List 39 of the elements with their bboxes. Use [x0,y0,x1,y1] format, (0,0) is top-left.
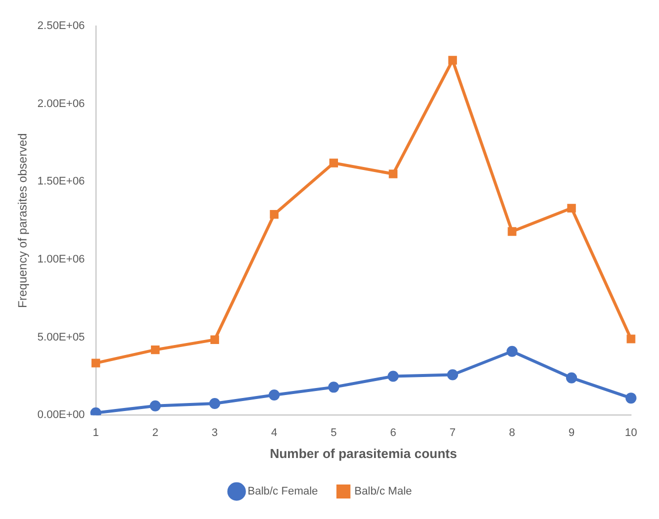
point [447,369,458,380]
x-tick-label: 2 [152,426,158,439]
x-tick-label: 3 [212,426,218,439]
point [388,170,398,178]
point [448,56,457,65]
point [567,204,576,212]
point [388,370,399,382]
point [329,158,338,168]
point [566,372,578,384]
x-tick-label: 5 [330,426,337,439]
y-axis-title: Frequency of parasites observed [16,133,30,308]
y-tick-label: 0.00E+00 [37,409,85,422]
point [268,389,280,400]
point [506,346,518,357]
point [150,400,161,412]
y-tick-label: 2.50E+06 [37,20,85,32]
y-tick-label: 5.00E+05 [37,331,85,344]
x-tick-label: 6 [390,426,396,439]
point [150,345,160,354]
x-tick-label: 1 [92,426,99,439]
y-tick-label: 2.00E+06 [37,98,85,110]
x-tick-label: 9 [568,426,575,439]
point [328,382,340,393]
x-tick-label: 4 [271,426,278,439]
y-tick-label: 1.50E+06 [37,176,85,188]
point [270,210,279,219]
point [91,358,100,368]
point [626,392,636,404]
point [508,227,516,236]
point [209,398,220,410]
x-axis-title: Number of parasitemia counts [270,446,457,461]
point [210,335,220,344]
y-tick-label: 1.00E+06 [37,254,85,266]
point [626,334,636,344]
x-tick-label: 7 [450,426,456,439]
legend-label: Balb/c Female [248,486,318,498]
x-tick-label: 8 [509,426,516,439]
legend-label: Balb/c Male [354,486,412,498]
x-tick-label: 10 [624,426,638,439]
